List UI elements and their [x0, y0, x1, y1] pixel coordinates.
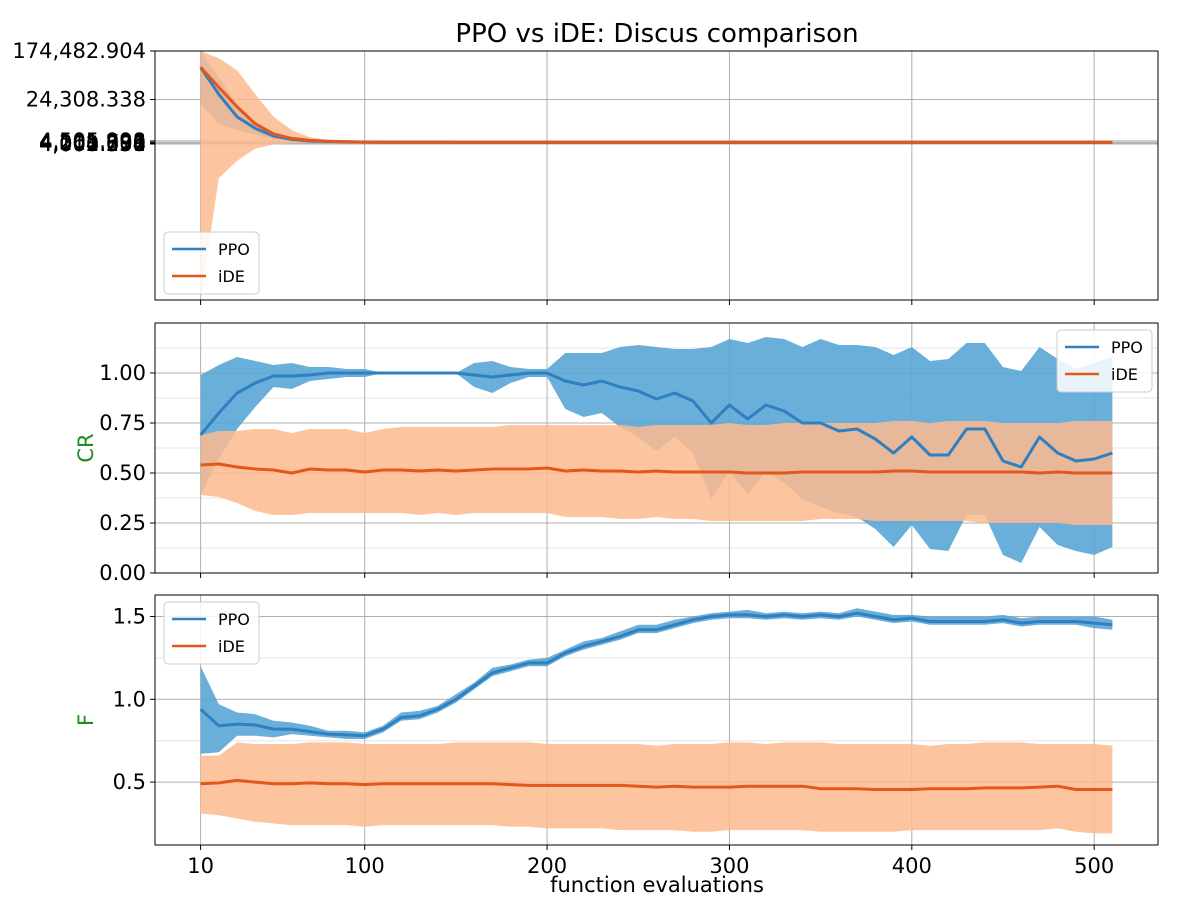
- y-tick-label: 24,308.338: [26, 87, 146, 111]
- panel-top: 174,482.904 24,308.338 4,505.9984,261.7904…: [12, 39, 1159, 305]
- legend-label-ide: iDE: [218, 267, 245, 286]
- y-tick-label: 4,111.690: [39, 131, 146, 155]
- legend: PPO iDE: [163, 231, 260, 295]
- legend-label-ide: iDE: [1111, 365, 1138, 384]
- legend-box: [1056, 329, 1153, 393]
- series-line-ppo: [199, 371, 1113, 469]
- plot-area: [199, 337, 1113, 563]
- y-tick-label: 4,000.000: [39, 132, 146, 156]
- y-axis-label: CR: [74, 433, 98, 462]
- plot-area: [199, 51, 1113, 300]
- x-tick-label: 500: [1074, 854, 1114, 878]
- panel-bottom: 0.5 1.0 1.5 10 100 200 300 400 500 F PPO iDE: [74, 594, 1159, 878]
- y-tick-label: 1.5: [113, 605, 146, 629]
- y-tick-label: 0.75: [99, 411, 146, 435]
- y-tick-label: 4,505.998: [39, 129, 146, 153]
- y-tick-label: 174,482.904: [12, 39, 146, 63]
- legend-label-ppo: PPO: [1111, 338, 1143, 357]
- y-tick-label: 1.00: [99, 361, 146, 385]
- series-line-ppo: [199, 66, 1113, 144]
- x-tick-label: 200: [527, 854, 567, 878]
- legend-box: [163, 601, 260, 665]
- axes-frame: [154, 322, 1159, 574]
- legend: PPO iDE: [1056, 329, 1153, 393]
- x-axis-label: function evaluations: [550, 873, 764, 897]
- y-tick-label: 4,261.790: [39, 130, 146, 154]
- series-line-ppo: [199, 611, 1113, 738]
- band-ppo: [200, 51, 1113, 143]
- series-line-ide: [200, 462, 1113, 475]
- axes-frame: [154, 50, 1159, 301]
- panels: 174,482.90424,308.3384,505.9984,261.7904…: [12, 39, 1159, 878]
- legend: PPO iDE: [163, 601, 260, 665]
- x-tick-label: 400: [892, 854, 932, 878]
- legend-box: [163, 231, 260, 295]
- band-ide: [200, 51, 1113, 300]
- x-tick-label: 300: [709, 854, 749, 878]
- y-tick-label: 4,004.538: [39, 132, 146, 156]
- y-tick-label: 4,002.251: [39, 132, 146, 156]
- legend-label-ide: iDE: [218, 637, 245, 656]
- y-tick-label: 0.5: [113, 770, 146, 794]
- y-tick-label: 0.25: [99, 511, 146, 535]
- axes-frame: [154, 594, 1159, 846]
- x-tick-label: 100: [345, 854, 385, 878]
- chart-title: PPO vs iDE: Discus comparison: [455, 19, 858, 49]
- plot-area: [199, 608, 1113, 834]
- legend-label-ppo: PPO: [218, 610, 250, 629]
- y-axis-label: F: [74, 714, 98, 726]
- series-line-ide: [200, 778, 1113, 791]
- y-tick-label: 0.50: [99, 461, 146, 485]
- panel-middle: 0.00 0.25 0.50 0.75 1.00 CR PPO iDE: [74, 322, 1159, 585]
- x-tick-label: 10: [187, 854, 214, 878]
- legend-label-ppo: PPO: [218, 240, 250, 259]
- y-tick-label: 4,003.374: [39, 132, 146, 156]
- y-tick-label: 0.00: [99, 561, 146, 585]
- y-tick-label: 1.0: [113, 687, 146, 711]
- series-line-ide: [199, 66, 1113, 144]
